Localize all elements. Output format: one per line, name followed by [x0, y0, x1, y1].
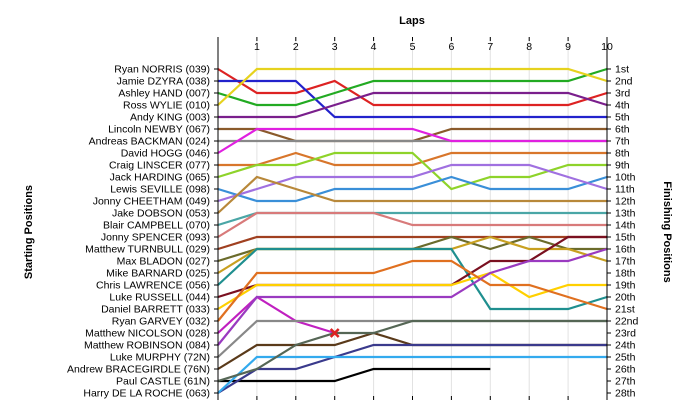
finishing-label: 9th — [615, 160, 630, 172]
starting-label: Jonny CHEETHAM (049) — [93, 196, 210, 208]
starting-label: Luke RUSSELL (044) — [109, 292, 210, 304]
driver-line — [218, 151, 607, 167]
finishing-label: 26th — [615, 364, 636, 376]
finishing-label: 15th — [615, 232, 636, 244]
driver-line — [217, 67, 608, 106]
driver-line — [217, 163, 608, 203]
starting-label: Matthew TURNBULL (029) — [85, 244, 210, 256]
lap-tick-label: 7 — [487, 41, 493, 53]
starting-label: David HOGG (046) — [121, 148, 210, 160]
finishing-label: 5th — [615, 112, 630, 124]
starting-label: Blair CAMPBELL (070) — [103, 220, 210, 232]
starting-label: Andreas BACKMAN (024) — [89, 136, 210, 148]
starting-label: Luke MURPHY (72N) — [110, 352, 210, 364]
lap-tick-label: 2 — [293, 41, 299, 53]
finishing-label: 11th — [615, 184, 635, 196]
finishing-label: 24th — [615, 340, 636, 352]
lap-tick-label: 5 — [410, 41, 416, 53]
y-axis-label-right: Finishing Positions — [661, 181, 673, 282]
lap-tick-label: 6 — [448, 41, 454, 53]
starting-label: Craig LINSCER (077) — [109, 160, 210, 172]
starting-label: Ross WYLIE (010) — [123, 100, 210, 112]
starting-label: Chris LAWRENCE (056) — [96, 280, 210, 292]
finishing-label: 28th — [615, 388, 636, 400]
starting-label: Daniel BARRETT (033) — [101, 304, 210, 316]
starting-label: Jamie DZYRA (038) — [117, 76, 210, 88]
finishing-label: 7th — [615, 136, 630, 148]
driver-line — [217, 151, 607, 191]
lap-tick-label: 8 — [526, 41, 532, 53]
finishing-position-labels: 1st2nd3rd4th5th6th7th8th9th10th11th12th1… — [615, 64, 639, 400]
lap-tick-label: 9 — [565, 41, 571, 53]
starting-label: Paul CASTLE (61N) — [116, 376, 210, 388]
markers — [329, 328, 340, 338]
finishing-label: 23rd — [615, 328, 636, 340]
crash-marker — [329, 328, 340, 338]
finishing-label: 1st — [615, 64, 629, 76]
starting-label: Mike BARNARD (025) — [106, 268, 210, 280]
starting-label: Ryan GARVEY (032) — [112, 316, 210, 328]
finishing-label: 14th — [615, 220, 636, 232]
finishing-label: 6th — [615, 124, 630, 136]
finishing-label: 20th — [615, 292, 636, 304]
finishing-label: 4th — [615, 100, 630, 112]
finishing-label: 27th — [615, 376, 636, 388]
starting-label: Max BLADON (027) — [117, 256, 210, 268]
driver-line — [217, 211, 607, 238]
driver-line — [217, 271, 607, 310]
finishing-label: 3rd — [615, 88, 630, 100]
starting-label: Matthew NICOLSON (028) — [85, 328, 210, 340]
driver-line — [218, 91, 608, 119]
lap-tick-label: 10 — [601, 41, 613, 53]
driver-line — [217, 67, 608, 107]
driver-line — [217, 247, 608, 311]
starting-position-labels: Ryan NORRIS (039)Jamie DZYRA (038)Ashley… — [67, 64, 210, 400]
starting-label: Ashley HAND (007) — [118, 88, 210, 100]
finishing-label: 10th — [615, 172, 636, 184]
driver-line — [217, 247, 608, 346]
lap-tick-label: 3 — [332, 41, 338, 53]
driver-line — [218, 79, 607, 119]
driver-line — [217, 319, 607, 383]
starting-label: Jake DOBSON (053) — [112, 208, 210, 220]
starting-label: Ryan NORRIS (039) — [114, 64, 210, 76]
driver-line — [217, 295, 336, 335]
finishing-label: 8th — [615, 148, 630, 160]
lap-tick-label: 1 — [254, 41, 260, 53]
finishing-label: 16th — [615, 244, 636, 256]
finishing-label: 21st — [615, 304, 635, 316]
starting-label: Jack HARDING (065) — [110, 172, 210, 184]
driver-line — [217, 127, 607, 154]
starting-label: Lewis SEVILLE (098) — [110, 184, 210, 196]
lap-tick-labels: 1 2 3 4 5 6 7 8 9 10 — [254, 41, 613, 53]
finishing-label: 19th — [615, 280, 636, 292]
driver-line — [217, 175, 608, 203]
driver-line — [217, 175, 607, 214]
finishing-label: 22nd — [615, 316, 639, 328]
driver-line — [217, 259, 608, 322]
y-axis-label-left: Starting Positions — [23, 185, 35, 279]
starting-label: Lincoln NEWBY (067) — [108, 124, 210, 136]
finishing-label: 17th — [615, 256, 636, 268]
driver-line — [217, 343, 607, 394]
finishing-label: 12th — [615, 196, 636, 208]
finishing-label: 18th — [615, 268, 636, 280]
axes — [214, 37, 611, 400]
starting-label: Jonny SPENCER (093) — [101, 232, 210, 244]
starting-label: Matthew ROBINSON (084) — [84, 340, 210, 352]
finishing-label: 2nd — [615, 76, 633, 88]
series-lines — [217, 67, 608, 394]
driver-line — [217, 235, 607, 251]
starting-label: Andy KING (003) — [130, 112, 210, 124]
finishing-label: 13th — [615, 208, 636, 220]
driver-line — [217, 68, 608, 107]
chart-title: Laps — [399, 15, 425, 27]
starting-label: Harry DE LA ROCHE (063) — [83, 388, 210, 400]
lap-tick-label: 4 — [371, 41, 377, 53]
driver-line — [218, 367, 491, 383]
driver-line — [217, 355, 607, 394]
finishing-label: 25th — [615, 352, 636, 364]
starting-label: Andrew BRACEGIRDLE (76N) — [67, 364, 210, 376]
